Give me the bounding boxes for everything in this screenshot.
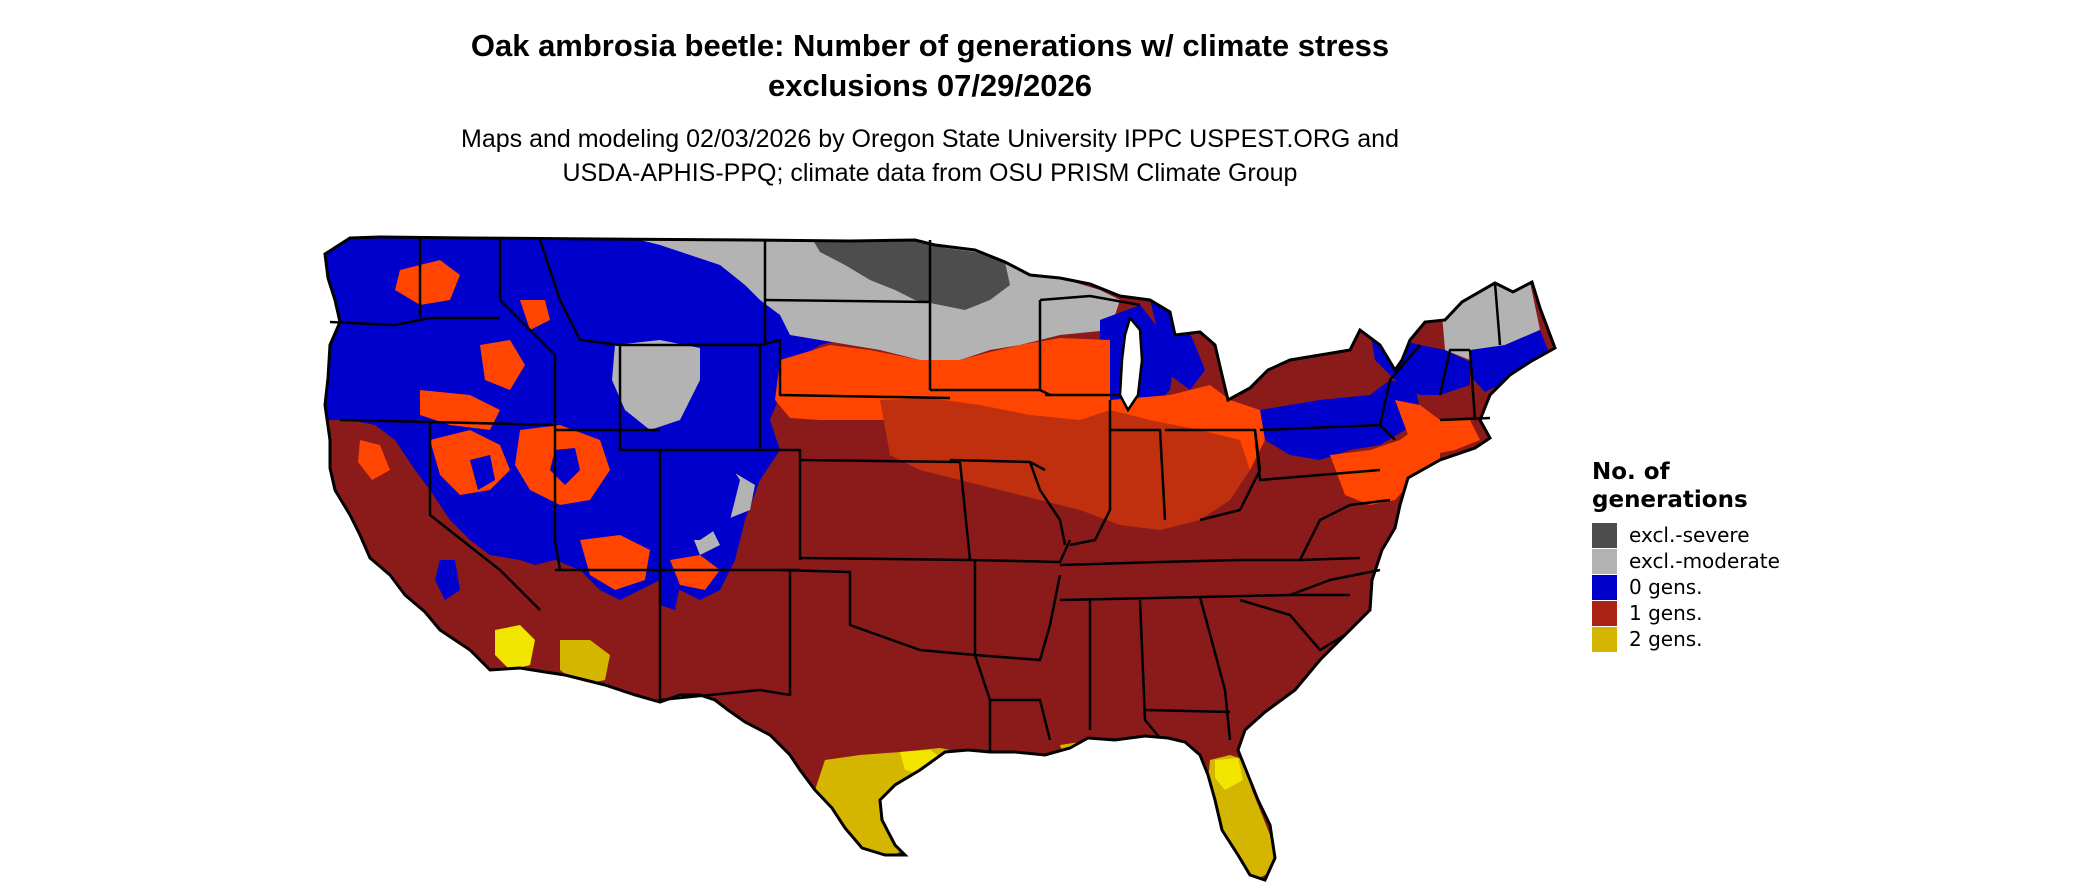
legend-title-line-2: generations: [1592, 487, 1748, 513]
legend-item-0-gens: 0 gens.: [1592, 574, 1852, 600]
legend-swatch-1-gens: [1592, 600, 1617, 626]
legend-label-excl-severe: excl.-severe: [1629, 523, 1750, 547]
map-subtitle-line-1: Maps and modeling 02/03/2026 by Oregon S…: [461, 125, 1399, 153]
legend-label-2-gens: 2 gens.: [1629, 627, 1703, 651]
legend-title-line-1: No. of: [1592, 459, 1670, 485]
legend-item-excl-severe: excl.-severe: [1592, 522, 1852, 548]
legend-swatch-2-gens: [1592, 626, 1617, 652]
legend-item-1-gens: 1 gens.: [1592, 600, 1852, 626]
map-title: Oak ambrosia beetle: Number of generatio…: [380, 26, 1480, 106]
legend-label-0-gens: 0 gens.: [1629, 575, 1703, 599]
legend-item-2-gens: 2 gens.: [1592, 626, 1852, 652]
map-subtitle: Maps and modeling 02/03/2026 by Oregon S…: [380, 122, 1480, 190]
map-title-line-1: Oak ambrosia beetle: Number of generatio…: [470, 28, 1390, 63]
map-legend: No. of generations excl.-severe excl.-mo…: [1592, 458, 1852, 652]
legend-label-1-gens: 1 gens.: [1629, 601, 1703, 625]
legend-swatch-excl-moderate: [1592, 548, 1617, 574]
legend-item-excl-moderate: excl.-moderate: [1592, 548, 1852, 574]
legend-swatch-excl-severe: [1592, 522, 1617, 548]
legend-title: No. of generations: [1592, 458, 1852, 514]
legend-label-excl-moderate: excl.-moderate: [1629, 549, 1780, 573]
map-subtitle-line-2: USDA-APHIS-PPQ; climate data from OSU PR…: [562, 159, 1298, 187]
map-title-line-2: exclusions 07/29/2026: [767, 68, 1092, 103]
legend-swatch-0-gens: [1592, 574, 1617, 600]
